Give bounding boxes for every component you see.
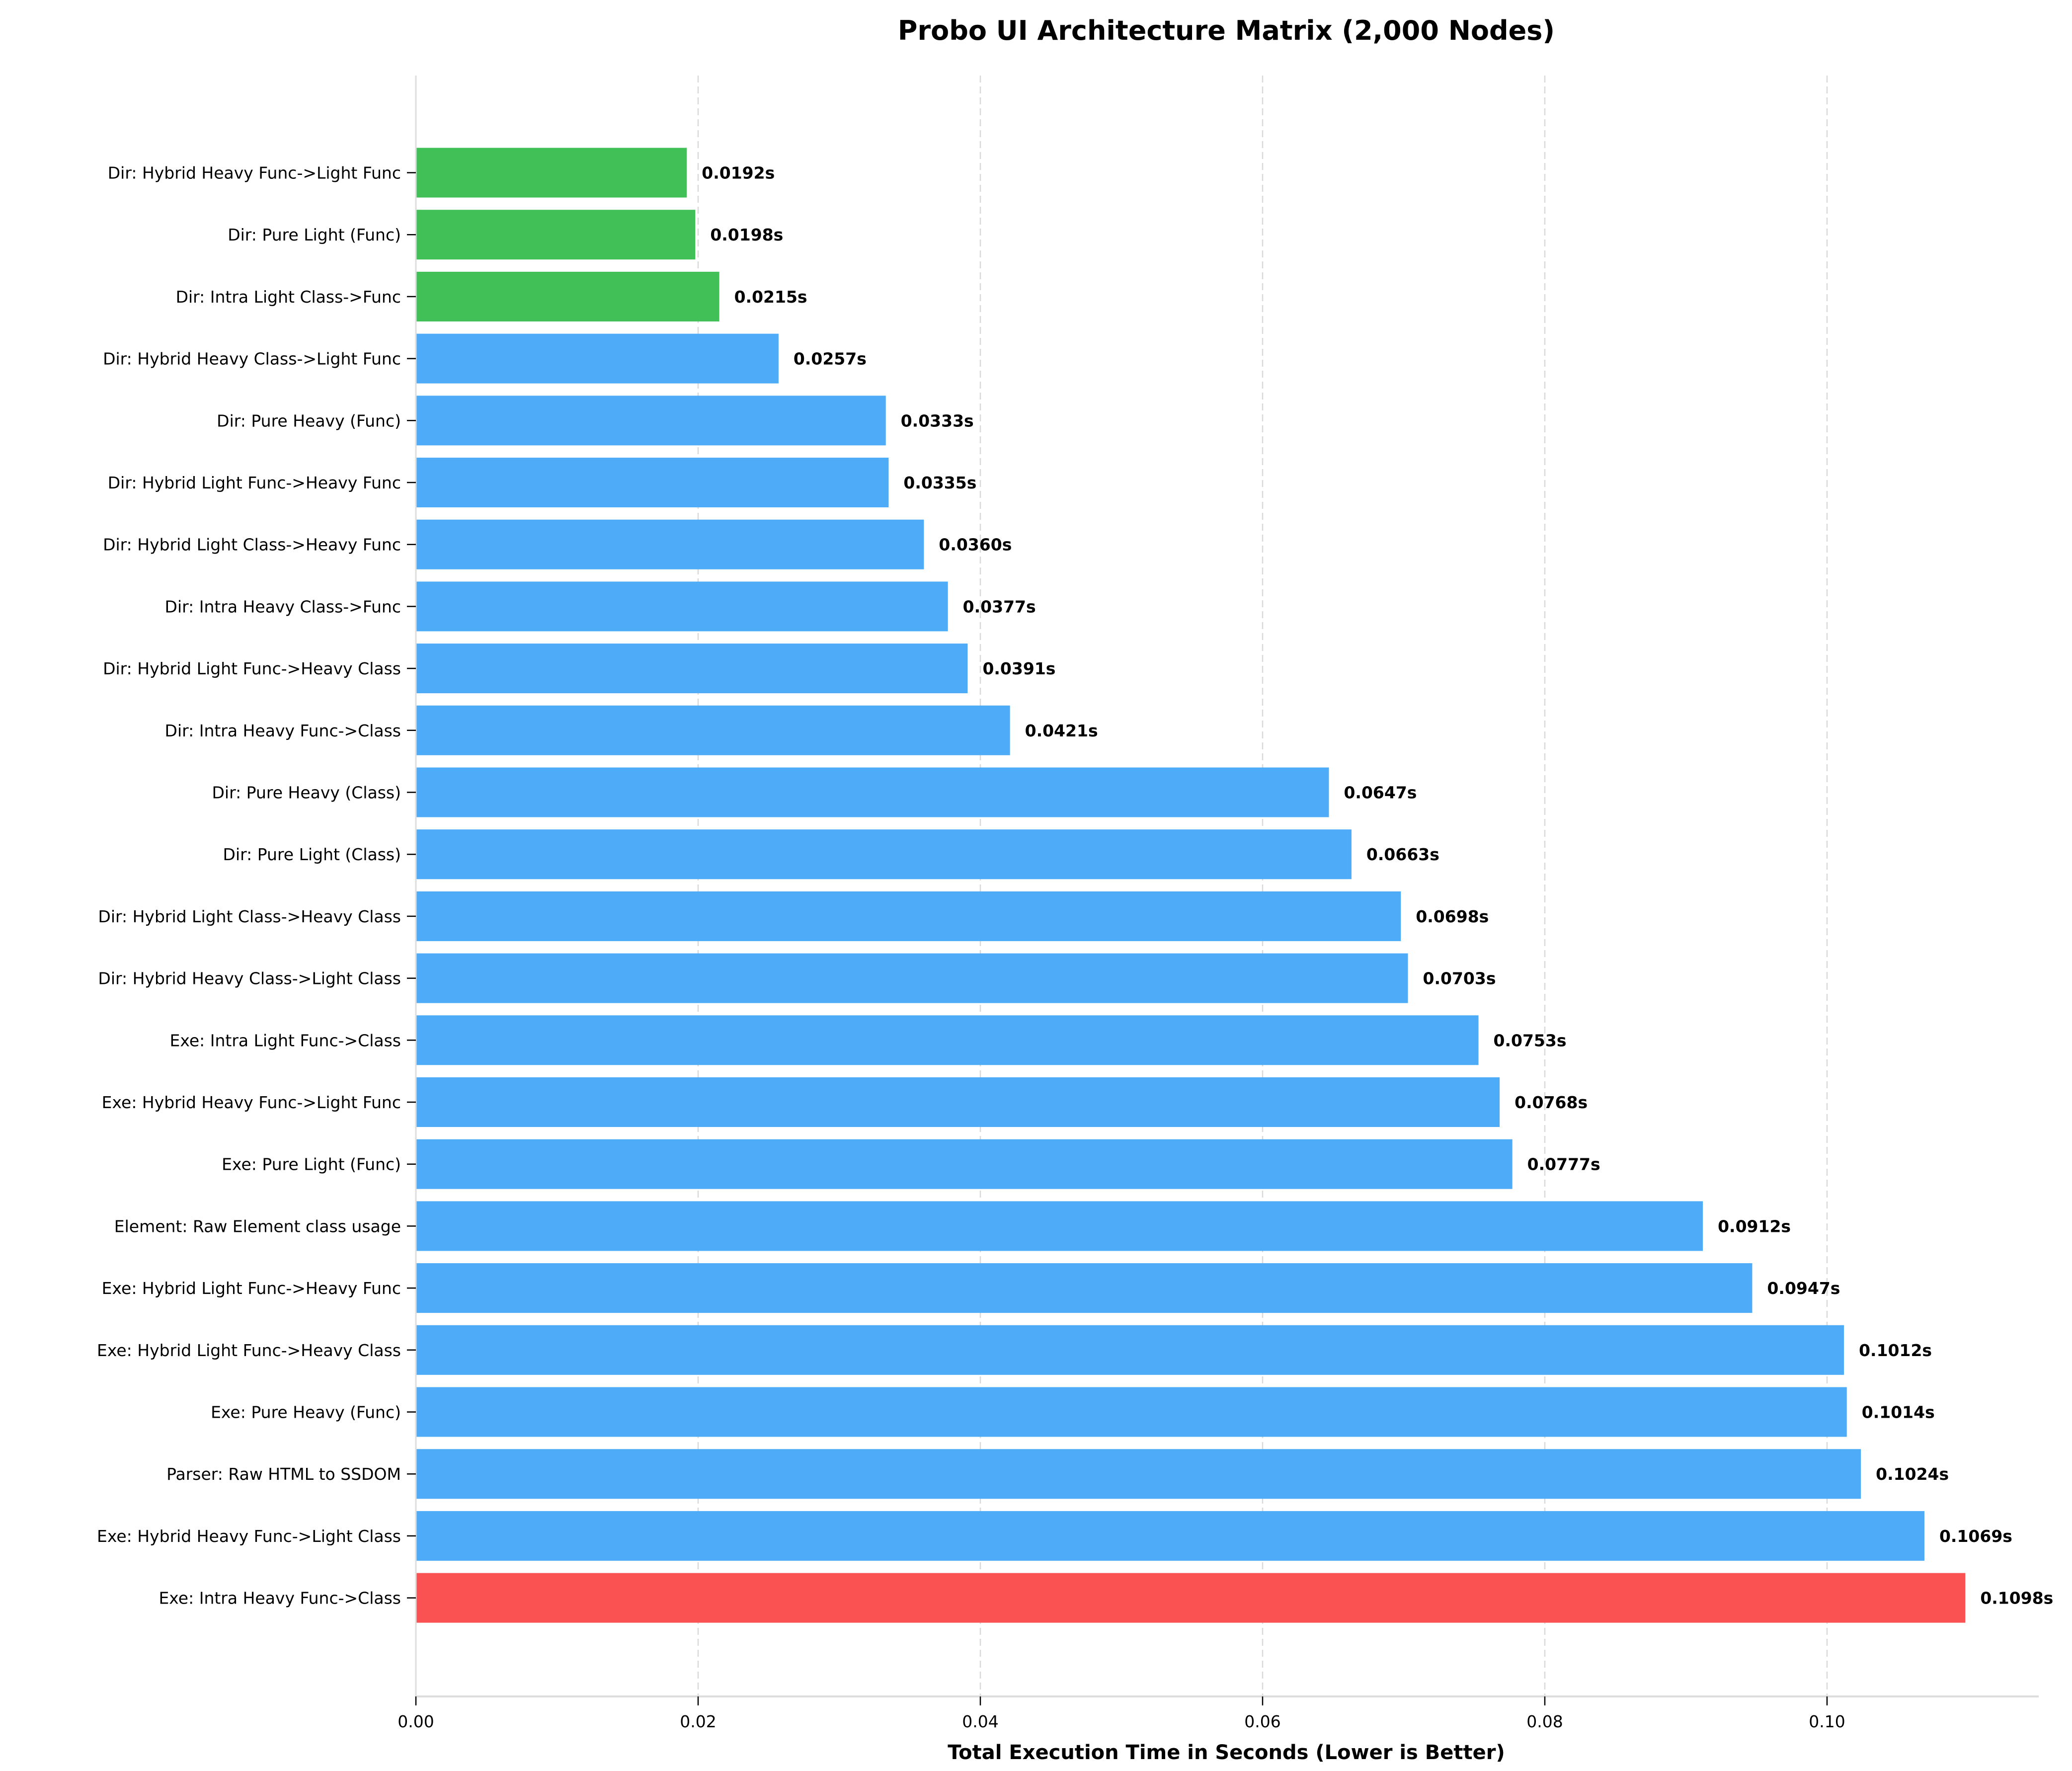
value-label: 0.0257s: [794, 349, 867, 369]
y-tick-label: Dir: Intra Light Class->Func: [176, 287, 401, 307]
bar: [416, 1449, 1861, 1499]
y-tick-label: Element: Raw Element class usage: [114, 1216, 401, 1236]
bar: [416, 1139, 1513, 1189]
x-tick-label: 0.02: [680, 1712, 716, 1731]
bar: [416, 148, 687, 198]
bar: [416, 333, 779, 384]
value-label: 0.1024s: [1876, 1464, 1949, 1484]
y-tick-label: Dir: Hybrid Light Class->Heavy Func: [103, 535, 401, 555]
y-tick-label: Dir: Pure Heavy (Class): [212, 783, 401, 803]
bars: [416, 148, 1966, 1623]
value-label: 0.0333s: [901, 411, 974, 430]
y-tick-label: Exe: Intra Heavy Func->Class: [159, 1589, 401, 1608]
value-label: 0.0777s: [1527, 1155, 1600, 1174]
value-label: 0.0768s: [1514, 1093, 1588, 1112]
value-label: 0.1098s: [1980, 1589, 2053, 1608]
value-label: 0.0335s: [903, 473, 976, 492]
chart-title: Probo UI Architecture Matrix (2,000 Node…: [898, 15, 1555, 46]
value-label: 0.1014s: [1862, 1403, 1935, 1422]
x-tick-label: 0.10: [1809, 1712, 1845, 1731]
value-label: 0.0663s: [1366, 845, 1439, 864]
x-tick-label: 0.04: [962, 1712, 998, 1731]
y-tick-label: Dir: Hybrid Light Func->Heavy Func: [108, 473, 401, 492]
y-tick-label: Dir: Intra Heavy Func->Class: [165, 721, 401, 740]
value-label: 0.0377s: [963, 597, 1036, 616]
bar: [416, 644, 968, 694]
bar: [416, 271, 719, 322]
value-label: 0.0215s: [734, 287, 807, 307]
bar: [416, 953, 1408, 1003]
y-tick-label: Exe: Pure Light (Func): [222, 1155, 401, 1174]
value-label: 0.0753s: [1494, 1031, 1567, 1050]
bar: [416, 767, 1329, 817]
y-tick-label: Dir: Hybrid Heavy Class->Light Func: [103, 349, 401, 369]
x-axis-label: Total Execution Time in Seconds (Lower i…: [948, 1741, 1505, 1764]
bar: [416, 1325, 1844, 1375]
value-label: 0.0198s: [710, 225, 783, 244]
y-tick-label: Dir: Pure Light (Func): [228, 225, 401, 244]
y-tick-label: Parser: Raw HTML to SSDOM: [166, 1464, 401, 1484]
y-tick-label: Dir: Intra Heavy Class->Func: [165, 597, 401, 616]
value-label: 0.0703s: [1423, 969, 1496, 988]
y-tick-label: Exe: Pure Heavy (Func): [211, 1403, 401, 1422]
bar: [416, 1263, 1753, 1313]
value-label: 0.0192s: [702, 163, 775, 183]
bar: [416, 1573, 1966, 1623]
value-label: 0.0391s: [982, 659, 1055, 678]
y-tick-label: Exe: Hybrid Light Func->Heavy Func: [102, 1279, 401, 1298]
y-tick-label: Exe: Hybrid Light Func->Heavy Class: [97, 1341, 401, 1360]
value-labels: 0.0192s 0.0198s 0.0215s 0.0257s 0.0333s 0.033…: [702, 163, 2053, 1608]
y-tick-label: Dir: Hybrid Heavy Class->Light Class: [98, 969, 401, 988]
bar: [416, 396, 886, 446]
bar: [416, 1511, 1924, 1561]
bar: [416, 519, 924, 569]
axes: [415, 76, 2039, 1697]
value-label: 0.0647s: [1344, 783, 1417, 803]
bar: [416, 1077, 1500, 1127]
y-tick-label: Exe: Intra Light Func->Class: [169, 1031, 401, 1050]
value-label: 0.1069s: [1939, 1527, 2012, 1546]
value-label: 0.0698s: [1416, 907, 1489, 926]
bar: [416, 705, 1010, 755]
bar: [416, 829, 1352, 880]
y-tick-label: Dir: Pure Heavy (Func): [217, 411, 401, 430]
bar: [416, 1015, 1479, 1065]
y-tick-label: Dir: Hybrid Heavy Func->Light Func: [108, 163, 401, 183]
y-ticks: Dir: Hybrid Heavy Func->Light Func Dir: P…: [97, 163, 416, 1608]
bar: [416, 581, 948, 632]
bar: [416, 1387, 1847, 1437]
x-tick-label: 0.08: [1526, 1712, 1563, 1731]
bar: [416, 210, 696, 260]
x-ticks: 0.00 0.02 0.04 0.06 0.08 0.10: [398, 1696, 1845, 1731]
value-label: 0.1012s: [1859, 1341, 1932, 1360]
bar: [416, 1201, 1703, 1251]
y-tick-label: Dir: Hybrid Light Func->Heavy Class: [103, 659, 401, 678]
bar: [416, 458, 889, 507]
y-tick-label: Exe: Hybrid Heavy Func->Light Class: [97, 1527, 401, 1546]
x-tick-label: 0.06: [1244, 1712, 1280, 1731]
value-label: 0.0421s: [1025, 721, 1098, 740]
value-label: 0.0360s: [939, 535, 1012, 555]
y-tick-label: Dir: Pure Light (Class): [223, 845, 401, 864]
bar: [416, 891, 1401, 941]
value-label: 0.0912s: [1718, 1216, 1791, 1236]
x-tick-label: 0.00: [398, 1712, 434, 1731]
y-tick-label: Exe: Hybrid Heavy Func->Light Func: [102, 1093, 401, 1112]
value-label: 0.0947s: [1767, 1279, 1840, 1298]
y-tick-label: Dir: Hybrid Light Class->Heavy Class: [98, 907, 401, 926]
